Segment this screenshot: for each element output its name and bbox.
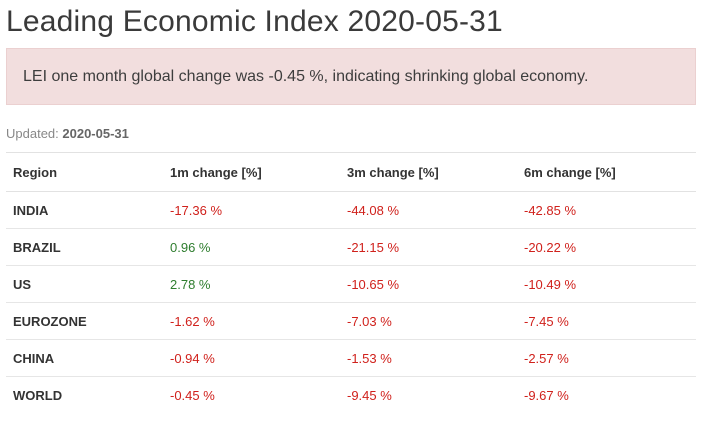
region-cell: WORLD: [13, 387, 63, 403]
updated-date: 2020-05-31: [62, 126, 129, 141]
change-3m-cell: -7.03 %: [347, 313, 392, 329]
table-row: CHINA -0.94 % -1.53 % -2.57 %: [6, 340, 696, 377]
change-1m-cell: -0.94 %: [170, 350, 215, 366]
change-6m-cell: -10.49 %: [524, 276, 577, 292]
change-3m-cell: -9.45 %: [347, 387, 392, 403]
column-header-6m-change: 6m change [%]: [524, 164, 616, 180]
column-header-3m-change: 3m change [%]: [347, 164, 439, 180]
region-cell: INDIA: [13, 202, 49, 218]
change-6m-cell: -20.22 %: [524, 239, 577, 255]
table-row: WORLD -0.45 % -9.45 % -9.67 %: [6, 377, 696, 414]
updated-label: Updated:: [6, 126, 59, 141]
table-header-row: Region 1m change [%] 3m change [%] 6m ch…: [6, 152, 696, 192]
change-6m-cell: -9.67 %: [524, 387, 569, 403]
region-cell: BRAZIL: [13, 239, 61, 255]
table-row: BRAZIL 0.96 % -21.15 % -20.22 %: [6, 229, 696, 266]
region-cell: EUROZONE: [13, 313, 87, 329]
global-change-alert: LEI one month global change was -0.45 %,…: [6, 48, 696, 105]
lei-table: Region 1m change [%] 3m change [%] 6m ch…: [6, 152, 696, 414]
change-1m-cell: 0.96 %: [170, 239, 211, 255]
change-3m-cell: -21.15 %: [347, 239, 400, 255]
column-header-1m-change: 1m change [%]: [170, 164, 262, 180]
change-3m-cell: -10.65 %: [347, 276, 400, 292]
table-row: INDIA -17.36 % -44.08 % -42.85 %: [6, 192, 696, 229]
change-1m-cell: 2.78 %: [170, 276, 211, 292]
updated-info: Updated: 2020-05-31: [6, 126, 129, 141]
table-row: US 2.78 % -10.65 % -10.49 %: [6, 266, 696, 303]
change-3m-cell: -44.08 %: [347, 202, 400, 218]
page-title: Leading Economic Index 2020-05-31: [6, 5, 503, 38]
change-1m-cell: -0.45 %: [170, 387, 215, 403]
change-6m-cell: -2.57 %: [524, 350, 569, 366]
change-6m-cell: -42.85 %: [524, 202, 577, 218]
table-row: EUROZONE -1.62 % -7.03 % -7.45 %: [6, 303, 696, 340]
region-cell: CHINA: [13, 350, 55, 366]
region-cell: US: [13, 276, 32, 292]
change-1m-cell: -17.36 %: [170, 202, 223, 218]
change-3m-cell: -1.53 %: [347, 350, 392, 366]
change-6m-cell: -7.45 %: [524, 313, 569, 329]
change-1m-cell: -1.62 %: [170, 313, 215, 329]
column-header-region: Region: [13, 164, 58, 180]
